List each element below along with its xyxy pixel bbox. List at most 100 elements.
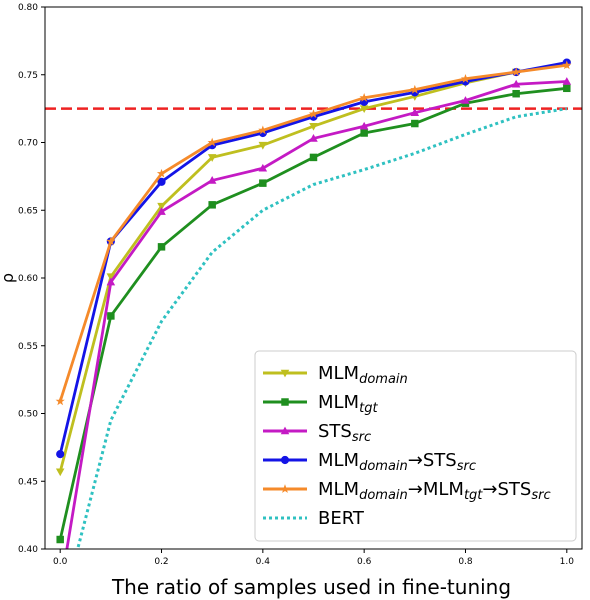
series-3-point-0 — [56, 450, 65, 459]
legend-label-1: MLMtgt — [318, 392, 378, 416]
x-tick-label-4: 0.8 — [458, 557, 473, 567]
y-axis-label: ρ — [0, 273, 17, 283]
legend-item-0: MLMdomain — [263, 363, 408, 387]
series-4-point-8 — [460, 73, 471, 83]
legend-label-part: MLM — [318, 450, 359, 471]
series-1-point-2 — [157, 243, 166, 251]
series-1-point-3 — [208, 201, 216, 209]
legend-marker-4 — [280, 484, 290, 493]
legend-label-5: BERT — [318, 508, 365, 529]
series-2-point-1 — [106, 277, 116, 286]
series-1-point-6 — [360, 129, 368, 137]
legend-label-4: MLMdomain→MLMtgt→STSsrc — [318, 479, 551, 503]
series-4-point-7 — [410, 84, 420, 94]
legend-label-part: src — [457, 459, 476, 474]
series-2-point-8 — [461, 96, 470, 104]
legend-marker-3 — [280, 455, 290, 465]
legend-label-2: STSsrc — [318, 421, 371, 445]
legend-label-part: domain — [359, 372, 408, 387]
series-5 — [76, 107, 568, 549]
legend-label-part: BERT — [318, 508, 365, 529]
legend: MLMdomainMLMtgtSTSsrcMLMdomain→STSsrcMLM… — [254, 350, 577, 542]
x-tick-label-1: 0.2 — [154, 557, 168, 567]
legend-item-3: MLMdomain→STSsrc — [263, 450, 476, 474]
series-2-point-4 — [258, 163, 268, 172]
series-4-point-6 — [359, 92, 369, 102]
legend-marker-1 — [281, 398, 289, 406]
legend-label-part: src — [531, 488, 550, 503]
y-tick-label-7: 0.75 — [18, 71, 38, 81]
legend-label-part: src — [352, 430, 371, 445]
series-4-point-9 — [511, 67, 521, 76]
series-4-point-10 — [562, 60, 572, 70]
series-0-point-4 — [258, 141, 268, 150]
series-2-point-9 — [511, 79, 521, 88]
legend-label-part: domain — [359, 459, 408, 474]
series-2 — [57, 77, 572, 592]
plot-series-group — [45, 58, 582, 592]
y-tick-label-4: 0.60 — [18, 274, 38, 284]
series-4-point-5 — [308, 109, 319, 118]
x-tick-label-0: 0.0 — [53, 557, 68, 567]
legend-label-part: tgt — [464, 488, 483, 503]
legend-label-3: MLMdomain→STSsrc — [318, 450, 476, 474]
y-tick-label-3: 0.55 — [18, 342, 38, 352]
legend-box — [254, 350, 577, 542]
series-1-point-5 — [309, 153, 318, 162]
series-4-point-1 — [106, 236, 116, 246]
series-2-point-5 — [309, 134, 318, 142]
legend-label-part: MLM — [318, 363, 359, 384]
legend-label-part: →STS — [408, 450, 457, 471]
series-1-point-4 — [259, 179, 267, 187]
series-0-point-3 — [207, 154, 217, 162]
y-tick-label-5: 0.65 — [18, 206, 38, 216]
legend-marker-2 — [280, 426, 290, 435]
legend-marker-0 — [280, 369, 290, 378]
legend-label-part: domain — [359, 488, 408, 503]
x-axis-label: The ratio of samples used in fine-tuning — [111, 575, 511, 599]
series-1-point-9 — [512, 89, 520, 98]
series-0-point-0 — [55, 468, 65, 477]
series-5-line — [76, 107, 568, 549]
legend-item-2: STSsrc — [263, 421, 371, 445]
series-4-point-3 — [207, 137, 217, 147]
series-0-point-5 — [309, 122, 318, 131]
legend-label-part: →STS — [482, 479, 531, 500]
series-3-point-2 — [157, 177, 166, 186]
series-1-point-0 — [56, 535, 64, 544]
series-1-point-1 — [107, 312, 115, 320]
series-0-point-1 — [106, 273, 116, 282]
y-tick-label-8: 0.80 — [18, 3, 38, 13]
series-1-point-7 — [411, 119, 419, 128]
series-4-point-4 — [258, 125, 268, 135]
series-0-point-2 — [157, 202, 166, 211]
legend-label-0: MLMdomain — [318, 363, 408, 387]
series-2-point-10 — [562, 77, 572, 85]
series-4-point-0 — [55, 396, 65, 406]
legend-label-part: tgt — [359, 401, 378, 416]
y-tick-label-6: 0.70 — [18, 139, 38, 149]
x-tick-label-2: 0.4 — [256, 557, 271, 567]
legend-label-part: MLM — [318, 479, 359, 500]
legend-item-1: MLMtgt — [263, 392, 378, 416]
y-tick-label-2: 0.50 — [18, 410, 38, 420]
x-tick-label-5: 1.0 — [560, 557, 575, 567]
x-tick-label-3: 0.6 — [357, 557, 372, 567]
y-tick-label-0: 0.40 — [18, 545, 38, 555]
legend-label-part: MLM — [318, 392, 359, 413]
legend-label-part: →MLM — [408, 479, 464, 500]
series-2-point-6 — [359, 121, 369, 130]
legend-label-part: STS — [318, 421, 352, 442]
series-1-point-10 — [563, 84, 571, 93]
series-4 — [55, 60, 572, 406]
series-4-point-2 — [156, 168, 167, 178]
legend-item-5: BERT — [263, 508, 365, 529]
series-2-point-3 — [207, 176, 217, 184]
series-2-point-2 — [157, 207, 166, 215]
y-tick-label-1: 0.45 — [18, 477, 38, 487]
series-2-point-7 — [410, 108, 420, 116]
series-2-point-0 — [57, 586, 64, 592]
legend-item-4: MLMdomain→MLMtgt→STSsrc — [263, 479, 551, 503]
